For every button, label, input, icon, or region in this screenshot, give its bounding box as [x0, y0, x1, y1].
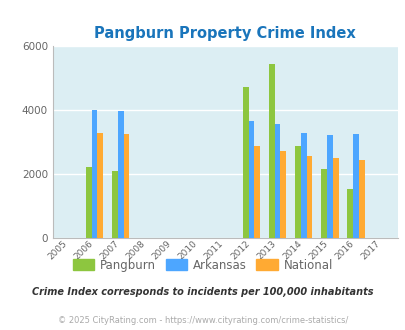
Bar [300, 133, 306, 238]
Bar [294, 146, 300, 238]
Bar [248, 121, 254, 238]
Text: Crime Index corresponds to incidents per 100,000 inhabitants: Crime Index corresponds to incidents per… [32, 287, 373, 297]
Bar [254, 146, 260, 238]
Bar [92, 110, 97, 238]
Text: © 2025 CityRating.com - https://www.cityrating.com/crime-statistics/: © 2025 CityRating.com - https://www.city… [58, 315, 347, 325]
Bar [112, 171, 117, 238]
Bar [242, 87, 248, 238]
Bar [358, 160, 364, 238]
Bar [352, 134, 358, 238]
Bar [326, 135, 332, 238]
Legend: Pangburn, Arkansas, National: Pangburn, Arkansas, National [70, 255, 335, 275]
Bar [269, 64, 274, 238]
Bar [97, 133, 103, 238]
Bar [124, 134, 129, 238]
Bar [320, 169, 326, 238]
Bar [332, 158, 338, 238]
Bar [306, 156, 311, 238]
Bar [86, 167, 92, 238]
Bar [347, 189, 352, 238]
Title: Pangburn Property Crime Index: Pangburn Property Crime Index [94, 26, 355, 41]
Bar [280, 151, 286, 238]
Bar [274, 124, 280, 238]
Bar [117, 111, 124, 238]
